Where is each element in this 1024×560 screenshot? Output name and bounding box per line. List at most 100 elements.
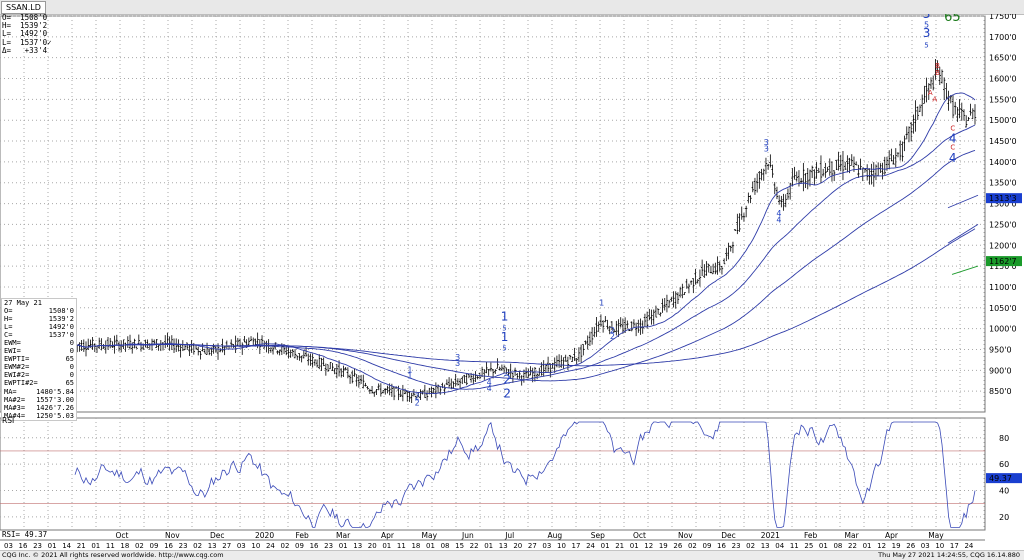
last-price-flag-green-bg xyxy=(986,256,1022,267)
data-window-value: 65 xyxy=(65,379,74,388)
day-label: 09 xyxy=(703,542,712,550)
month-label: Nov xyxy=(165,531,180,540)
day-label: 03 xyxy=(542,542,551,550)
month-label: Oct xyxy=(116,531,129,540)
chart-area[interactable]: 850'0900'0950'01000'01050'01100'01150'01… xyxy=(0,14,1024,550)
month-label: Mar xyxy=(845,531,860,540)
day-label: 01 xyxy=(382,542,391,550)
rsi-line xyxy=(74,421,976,528)
day-label: 23 xyxy=(179,542,188,550)
elliott-wave-label: 3 xyxy=(764,144,769,153)
day-label: 21 xyxy=(615,542,624,550)
day-label: 15 xyxy=(455,542,464,550)
data-window-row: MA#3= 1426'7.26 xyxy=(2,404,76,412)
month-label: Mar xyxy=(336,531,351,540)
rsi-pane-border xyxy=(0,417,986,531)
elliott-wave-label: 65 xyxy=(944,14,961,25)
ohlc-readout: O= 1508'0 H= 1539'2 L= 1492'0 L= 1537'0✓ Δ= … xyxy=(2,13,52,55)
day-label: 02 xyxy=(193,542,202,550)
month-label: May xyxy=(422,531,438,540)
elliott-wave-label: 4 xyxy=(487,384,492,393)
elliott-wave-label: 4 xyxy=(487,378,492,387)
rsi-value-flag-text: 49.37 xyxy=(989,474,1012,483)
data-window-key: EWM#2= xyxy=(4,363,30,372)
data-window-value: 1492'0 xyxy=(48,323,74,332)
price-tick-label: 1000'0 xyxy=(989,325,1017,334)
data-window-value: 0 xyxy=(69,371,74,380)
price-tick-label: 1600'0 xyxy=(989,75,1017,84)
day-label: 16 xyxy=(310,542,319,550)
price-tick-label: 1750'0 xyxy=(989,14,1017,21)
day-label: 09 xyxy=(150,542,159,550)
day-label: 22 xyxy=(470,542,479,550)
day-label: 04 xyxy=(775,542,784,550)
readout-line: Δ= +33'4 xyxy=(2,45,48,55)
price-tick-label: 1200'0 xyxy=(989,241,1017,250)
ma-line-extra-long xyxy=(74,228,976,367)
month-label: Dec xyxy=(210,531,225,540)
price-pane-border xyxy=(0,15,986,413)
elliott-wave-label: 3 xyxy=(923,14,931,21)
day-label: 18 xyxy=(120,542,129,550)
rsi-pane-label: RSI xyxy=(2,416,15,425)
day-label: 16 xyxy=(164,542,173,550)
elliott-wave-label: 3 xyxy=(455,353,460,362)
data-window: 27 May 21 O= 1508'0 H= 1539'2 L= 1492'0 C= 1537… xyxy=(1,298,77,421)
price-tick-label: 1500'0 xyxy=(989,116,1017,125)
day-label: 14 xyxy=(62,542,71,550)
price-tick-label: 950'0 xyxy=(989,345,1012,354)
elliott-wave-label: C xyxy=(950,143,955,151)
day-label: 01 xyxy=(426,542,435,550)
copyright-text: CQG Inc. © 2021 All rights reserved worl… xyxy=(2,551,224,559)
price-tick-label: 1050'0 xyxy=(989,304,1017,313)
day-label: 10 xyxy=(251,542,260,550)
elliott-wave-label: B xyxy=(935,62,940,70)
data-window-key: O= xyxy=(4,307,13,316)
month-label: Jul xyxy=(504,531,514,540)
data-window-value: 0 xyxy=(69,363,74,372)
elliott-wave-label: 2 xyxy=(610,326,615,335)
chart-tab[interactable]: SSAN.LD xyxy=(1,1,46,14)
day-label: 16 xyxy=(19,542,28,550)
price-tick-label: 1700'0 xyxy=(989,33,1017,42)
day-label: 21 xyxy=(77,542,86,550)
rsi-value-flag: 49.37 xyxy=(986,473,1022,484)
rsi-tick-label: 60 xyxy=(999,460,1009,469)
day-label: 01 xyxy=(484,542,493,550)
month-label: Apr xyxy=(381,531,395,540)
elliott-wave-label: 2 xyxy=(415,399,420,408)
month-label: Nov xyxy=(678,531,693,540)
elliott-wave-label: A xyxy=(932,95,937,103)
data-window-row: EWM= 0 xyxy=(2,339,76,347)
data-window-key: EWPTI= xyxy=(4,355,30,364)
elliott-wave-label: 2 xyxy=(503,373,511,387)
elliott-wave-label: 5 xyxy=(502,344,506,352)
day-label: 19 xyxy=(892,542,901,550)
last-price-flag-blue-text: 1313'3 xyxy=(989,194,1017,203)
day-label: 17 xyxy=(950,542,959,550)
data-window-row: MA#2= 1557'3.00 xyxy=(2,396,76,404)
month-label: 2021 xyxy=(761,531,780,540)
day-label: 23 xyxy=(33,542,42,550)
month-label: Oct xyxy=(633,531,646,540)
day-label: 13 xyxy=(499,542,508,550)
price-tick-label: 1650'0 xyxy=(989,54,1017,63)
data-window-row: C= 1537'0 xyxy=(2,331,76,339)
data-window-value: 1508'0 xyxy=(48,307,74,316)
data-window-key: EWI= xyxy=(4,347,21,356)
data-window-row: EWI= 0 xyxy=(2,347,76,355)
price-tick-label: 1400'0 xyxy=(989,158,1017,167)
elliott-wave-label: A xyxy=(928,89,933,97)
data-window-key: MA#2= xyxy=(4,395,26,404)
month-label: Feb xyxy=(296,531,310,540)
elliott-wave-label: 1 xyxy=(407,365,412,374)
data-window-value: 1539'2 xyxy=(48,315,74,324)
price-tick-label: 1450'0 xyxy=(989,137,1017,146)
month-label: Aug xyxy=(548,531,563,540)
elliott-wave-label: 4 xyxy=(949,131,957,145)
month-label: May xyxy=(928,531,944,540)
data-window-row: H= 1539'2 xyxy=(2,315,76,323)
price-tick-label: 900'0 xyxy=(989,366,1012,375)
rsi-value-readout: RSI= 49.37 xyxy=(2,530,48,539)
rsi-value-flag-bg xyxy=(986,473,1022,484)
